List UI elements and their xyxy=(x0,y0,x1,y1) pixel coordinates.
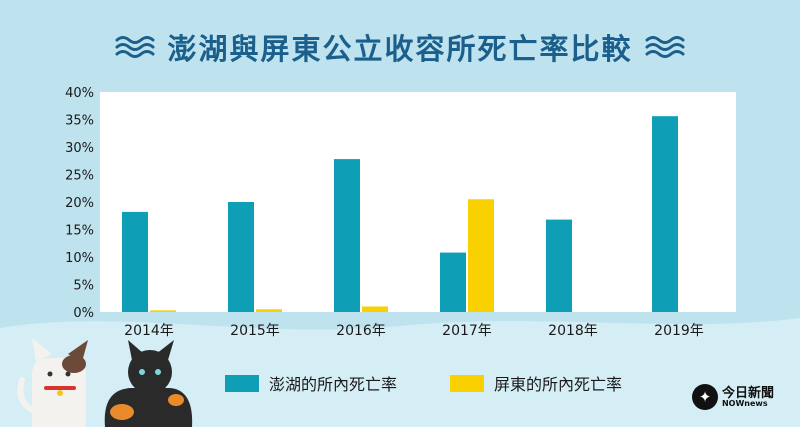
y-tick-label: 25% xyxy=(65,169,94,184)
wave-icon xyxy=(115,36,155,58)
nownews-logo: ✦ 今日新聞 NOWnews xyxy=(691,384,774,410)
logo-sub-text: NOWnews xyxy=(721,398,768,408)
y-tick-label: 0% xyxy=(73,306,94,321)
bar-pingtung xyxy=(362,306,388,312)
black-cat-icon xyxy=(104,340,193,427)
legend-swatch-pingtung xyxy=(450,374,484,392)
legend-item-pingtung: 屏東的所內死亡率 xyxy=(450,372,622,394)
legend-label-pingtung: 屏東的所內死亡率 xyxy=(494,375,623,394)
title-row: 澎湖與屏東公立收容所死亡率比較 xyxy=(0,22,800,72)
bar-pingtung xyxy=(468,199,494,312)
x-tick-label: 2014年 xyxy=(124,323,174,339)
y-tick-label: 10% xyxy=(65,251,94,266)
y-tick-label: 40% xyxy=(65,86,94,101)
x-tick-label: 2017年 xyxy=(442,323,492,339)
bar-pingtung xyxy=(150,310,176,312)
y-tick-label: 20% xyxy=(65,196,94,211)
plot-area xyxy=(100,92,736,312)
legend-swatch-penghu xyxy=(225,374,259,392)
y-tick-label: 30% xyxy=(65,141,94,156)
wave-icon xyxy=(645,36,684,58)
y-tick-label: 5% xyxy=(73,279,94,294)
bar-penghu xyxy=(652,116,678,312)
bird-logo-icon: ✦ xyxy=(691,384,718,410)
x-tick-label: 2016年 xyxy=(336,323,386,339)
bar-penghu xyxy=(122,211,148,312)
logo-main-text: 今日新聞 xyxy=(721,385,774,401)
legend-label-penghu: 澎湖的所內死亡率 xyxy=(269,375,398,394)
chart-title: 澎湖與屏東公立收容所死亡率比較 xyxy=(167,32,633,66)
x-tick-label: 2015年 xyxy=(230,323,280,339)
x-tick-label: 2018年 xyxy=(548,323,598,339)
bar-penghu xyxy=(334,159,360,312)
bar-pingtung xyxy=(256,309,282,312)
bar-penghu xyxy=(440,252,466,312)
y-tick-label: 35% xyxy=(65,114,94,129)
white-cat-icon xyxy=(17,338,88,427)
legend-item-penghu: 澎湖的所內死亡率 xyxy=(225,372,397,394)
bar-penghu xyxy=(546,219,572,312)
x-tick-label: 2019年 xyxy=(654,323,704,339)
bar-penghu xyxy=(228,202,254,312)
cats-illustration xyxy=(17,338,193,427)
bottom-wave-decoration xyxy=(0,318,800,427)
y-tick-label: 15% xyxy=(65,224,94,239)
